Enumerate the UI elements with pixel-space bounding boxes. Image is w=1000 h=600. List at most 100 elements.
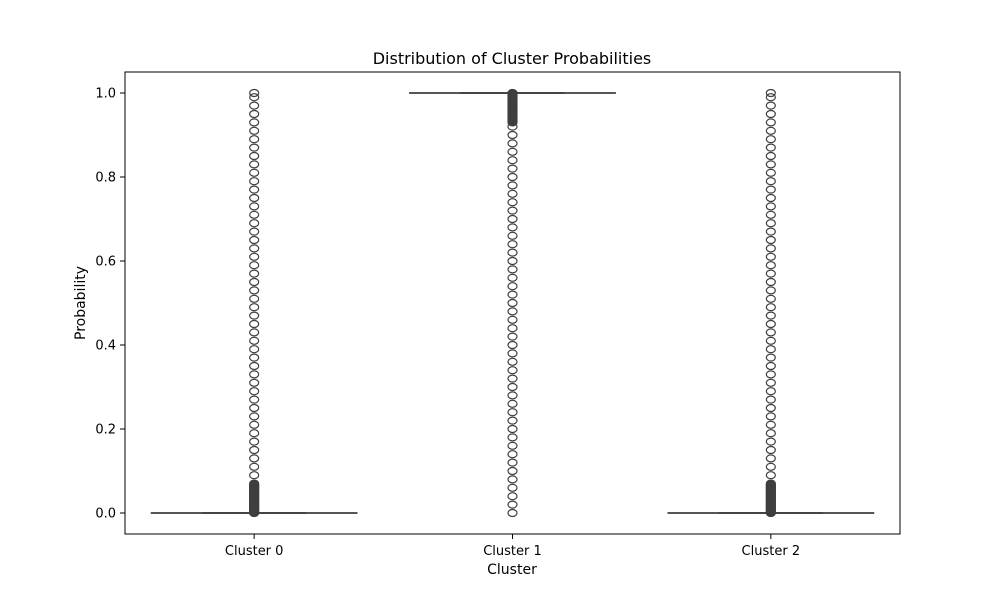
outlier-point bbox=[507, 458, 518, 467]
outlier-point bbox=[249, 269, 260, 278]
y-tick-label: 0.2 bbox=[95, 423, 116, 438]
outlier-point bbox=[507, 483, 518, 492]
outlier-point bbox=[765, 126, 776, 135]
outlier-point bbox=[249, 479, 260, 488]
y-tick-label: 0.0 bbox=[95, 507, 116, 522]
outlier-point bbox=[507, 416, 518, 425]
outlier-point bbox=[507, 189, 518, 198]
outlier-point bbox=[765, 479, 776, 488]
outlier-point bbox=[507, 265, 518, 274]
outlier-point bbox=[765, 235, 776, 245]
outlier-point bbox=[249, 160, 260, 169]
y-tick-label: 1.0 bbox=[95, 87, 116, 102]
outlier-point bbox=[765, 193, 776, 203]
outlier-point bbox=[765, 420, 776, 429]
x-tick-label: Cluster 1 bbox=[483, 544, 542, 559]
outlier-point bbox=[507, 298, 518, 308]
outlier-point bbox=[765, 168, 776, 177]
box-group bbox=[667, 88, 875, 518]
outlier-point bbox=[249, 403, 260, 413]
outlier-point bbox=[507, 492, 518, 501]
outlier-point bbox=[765, 336, 776, 345]
outlier-point bbox=[765, 311, 776, 320]
outlier-point bbox=[249, 219, 260, 228]
box-group bbox=[150, 88, 358, 518]
outlier-point bbox=[507, 324, 518, 333]
outlier-point bbox=[507, 399, 518, 408]
outlier-point bbox=[507, 240, 518, 249]
outlier-point bbox=[507, 231, 518, 240]
outlier-point bbox=[765, 101, 776, 110]
outlier-point bbox=[765, 429, 776, 438]
outlier-point bbox=[765, 185, 776, 194]
outlier-point bbox=[507, 164, 518, 173]
outlier-point bbox=[507, 391, 518, 400]
outlier-point bbox=[765, 160, 776, 169]
outlier-point bbox=[765, 261, 776, 270]
x-axis: Cluster 0 Cluster 1 Cluster 2 bbox=[225, 534, 800, 559]
outlier-point bbox=[765, 303, 776, 312]
outlier-point bbox=[249, 361, 260, 371]
outlier-point bbox=[507, 382, 518, 392]
outlier-point bbox=[507, 88, 518, 98]
outlier-point bbox=[507, 357, 518, 366]
outlier-point bbox=[249, 252, 260, 261]
outlier-point bbox=[249, 109, 260, 119]
outlier-point bbox=[765, 244, 776, 253]
outlier-point bbox=[507, 424, 518, 434]
outlier-point bbox=[765, 345, 776, 354]
outlier-point bbox=[249, 328, 260, 337]
outlier-point bbox=[507, 181, 518, 190]
outlier-point bbox=[507, 206, 518, 215]
outlier-point bbox=[249, 202, 260, 211]
outlier-point bbox=[507, 408, 518, 417]
outlier-point bbox=[249, 345, 260, 354]
outlier-point bbox=[507, 349, 518, 358]
outlier-point bbox=[249, 135, 260, 144]
outlier-point bbox=[507, 147, 518, 156]
outlier-point bbox=[507, 156, 518, 165]
outlier-point bbox=[249, 336, 260, 345]
outlier-point bbox=[249, 429, 260, 438]
outlier-point bbox=[249, 177, 260, 186]
outlier-point bbox=[249, 395, 260, 404]
outlier-point bbox=[249, 378, 260, 387]
outlier-point bbox=[249, 261, 260, 270]
outlier-point bbox=[249, 387, 260, 396]
outlier-point bbox=[507, 172, 518, 182]
outlier-point bbox=[507, 450, 518, 459]
outlier-point bbox=[765, 445, 776, 455]
outlier-point bbox=[507, 433, 518, 442]
outlier-point bbox=[249, 412, 260, 421]
outlier-point bbox=[507, 340, 518, 350]
outlier-point bbox=[507, 441, 518, 450]
outlier-point bbox=[765, 328, 776, 337]
outlier-point bbox=[249, 319, 260, 329]
outlier-point bbox=[765, 361, 776, 371]
outlier-point bbox=[765, 403, 776, 413]
outlier-point bbox=[507, 332, 518, 341]
outlier-point bbox=[507, 466, 518, 476]
outlier-point bbox=[507, 139, 518, 148]
outlier-point bbox=[507, 475, 518, 484]
outlier-point bbox=[507, 307, 518, 316]
outlier-point bbox=[507, 282, 518, 291]
outlier-point bbox=[507, 256, 518, 266]
outlier-point bbox=[765, 370, 776, 379]
outlier-point bbox=[765, 387, 776, 396]
outlier-point bbox=[765, 269, 776, 278]
outlier-point bbox=[765, 294, 776, 303]
outlier-point bbox=[249, 294, 260, 303]
outlier-point bbox=[507, 248, 518, 257]
outlier-point bbox=[249, 311, 260, 320]
outlier-point bbox=[765, 227, 776, 236]
outlier-point bbox=[249, 235, 260, 245]
outlier-point bbox=[249, 88, 260, 98]
outlier-point bbox=[765, 219, 776, 228]
outlier-point bbox=[507, 122, 518, 131]
outlier-point bbox=[507, 290, 518, 299]
outlier-point bbox=[249, 151, 260, 161]
outlier-point bbox=[765, 202, 776, 211]
outlier-point bbox=[249, 126, 260, 135]
